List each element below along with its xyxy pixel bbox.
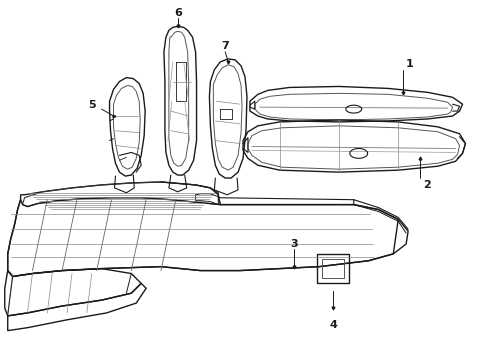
- Text: 1: 1: [406, 59, 414, 69]
- Text: 7: 7: [221, 41, 229, 51]
- Text: 2: 2: [423, 180, 431, 190]
- Text: 4: 4: [329, 320, 337, 330]
- Text: 6: 6: [174, 8, 182, 18]
- Text: 3: 3: [291, 239, 298, 249]
- Text: 5: 5: [88, 100, 96, 110]
